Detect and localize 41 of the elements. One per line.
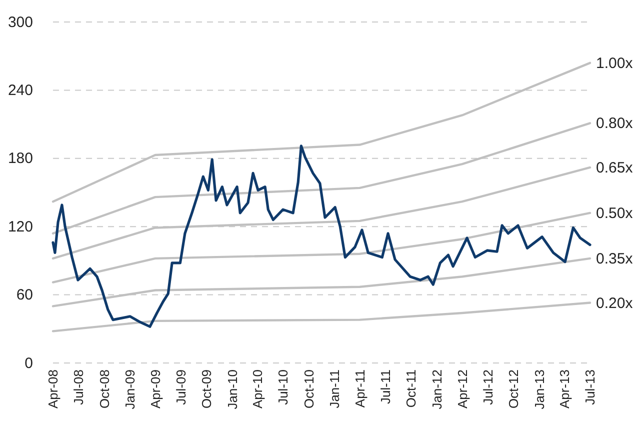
x-tick-label: Oct-12 bbox=[506, 370, 522, 409]
series-label: 0.80x bbox=[596, 115, 634, 132]
x-tick-label: Jan-11 bbox=[327, 370, 342, 408]
x-tick-label: Jul-10 bbox=[276, 370, 291, 405]
x-tick-label: Oct-11 bbox=[404, 370, 419, 408]
series-label: 0.65x bbox=[596, 159, 634, 176]
series-label: 0.50x bbox=[596, 204, 634, 222]
x-tick-label: Jan-12 bbox=[429, 370, 444, 410]
series-label: 0.35x bbox=[596, 250, 634, 268]
y-tick-label: 180 bbox=[8, 150, 33, 168]
x-tick-label: Apr-11 bbox=[352, 370, 368, 408]
line-series bbox=[52, 257, 592, 308]
x-tick-label: Jul-09 bbox=[173, 370, 188, 405]
x-tick-label: Jul-12 bbox=[480, 370, 496, 405]
x-tick-label: Oct-08 bbox=[96, 370, 112, 409]
x-tick-label: Apr-09 bbox=[148, 370, 163, 409]
line-series bbox=[52, 212, 592, 284]
y-tick-label: 0 bbox=[24, 354, 33, 372]
line-series bbox=[52, 166, 592, 260]
series-label: 0.20x bbox=[596, 294, 634, 312]
line-series bbox=[52, 144, 592, 328]
x-tick-label: Apr-13 bbox=[557, 370, 572, 409]
x-tick-label: Jul-13 bbox=[582, 370, 598, 405]
line-series bbox=[52, 302, 592, 332]
y-tick-label: 240 bbox=[8, 82, 33, 99]
line-series bbox=[52, 122, 592, 235]
y-tick-label: 60 bbox=[16, 286, 33, 304]
x-tick-label: Oct-09 bbox=[199, 370, 214, 409]
x-tick-label: Jul-11 bbox=[378, 370, 393, 404]
line-series bbox=[52, 62, 592, 203]
x-tick-label: Apr-12 bbox=[454, 370, 470, 409]
y-tick-label: 300 bbox=[8, 14, 33, 31]
x-tick-label: Oct-10 bbox=[301, 370, 316, 409]
x-tick-label: Apr-08 bbox=[46, 370, 61, 409]
y-tick-label: 120 bbox=[8, 218, 33, 236]
series-label: 1.00x bbox=[596, 54, 634, 72]
x-tick-label: Jan-09 bbox=[122, 370, 138, 410]
x-tick-label: Jul-08 bbox=[71, 370, 86, 405]
x-tick-label: Jan-13 bbox=[532, 370, 547, 410]
x-tick-label: Jan-10 bbox=[224, 370, 240, 410]
x-tick-label: Apr-10 bbox=[250, 370, 266, 409]
